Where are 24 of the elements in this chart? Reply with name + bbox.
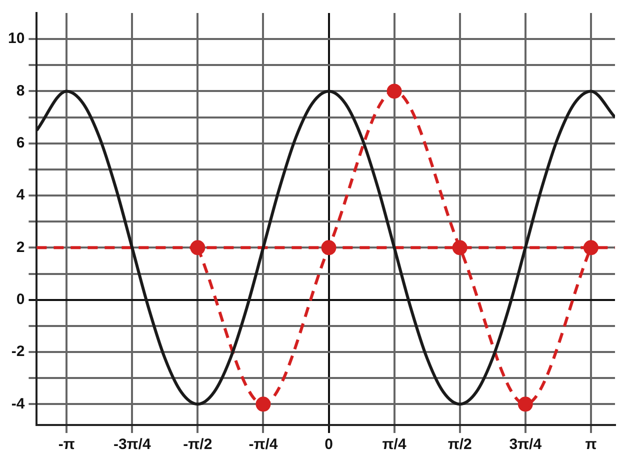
x-tick-label: π/4 bbox=[382, 436, 407, 454]
x-tick-label: -3π/4 bbox=[113, 436, 152, 454]
y-tick-label: 0 bbox=[16, 290, 25, 308]
x-tick-label: 0 bbox=[324, 436, 333, 454]
point bbox=[583, 240, 598, 256]
y-tick-label: 4 bbox=[16, 186, 26, 204]
x-tick-label: -π/2 bbox=[183, 436, 212, 454]
x-tick-label: π bbox=[585, 436, 598, 454]
y-tick-label: 10 bbox=[8, 30, 25, 48]
point bbox=[452, 240, 468, 256]
y-tick-label: 6 bbox=[16, 134, 25, 152]
point bbox=[321, 240, 336, 256]
y-tick-label: -2 bbox=[11, 343, 25, 360]
point bbox=[386, 84, 402, 99]
y-tick-label: 2 bbox=[16, 238, 25, 256]
x-tick-label: -π bbox=[58, 436, 76, 454]
x-tick-label: -π/4 bbox=[248, 436, 278, 454]
point bbox=[518, 396, 533, 412]
x-tick-label: 3π/4 bbox=[509, 436, 542, 454]
x-tick-label: π/2 bbox=[448, 436, 472, 454]
y-tick-label: 8 bbox=[16, 82, 25, 100]
point bbox=[256, 396, 271, 412]
y-tick-label: -4 bbox=[11, 395, 26, 412]
point bbox=[190, 240, 206, 256]
